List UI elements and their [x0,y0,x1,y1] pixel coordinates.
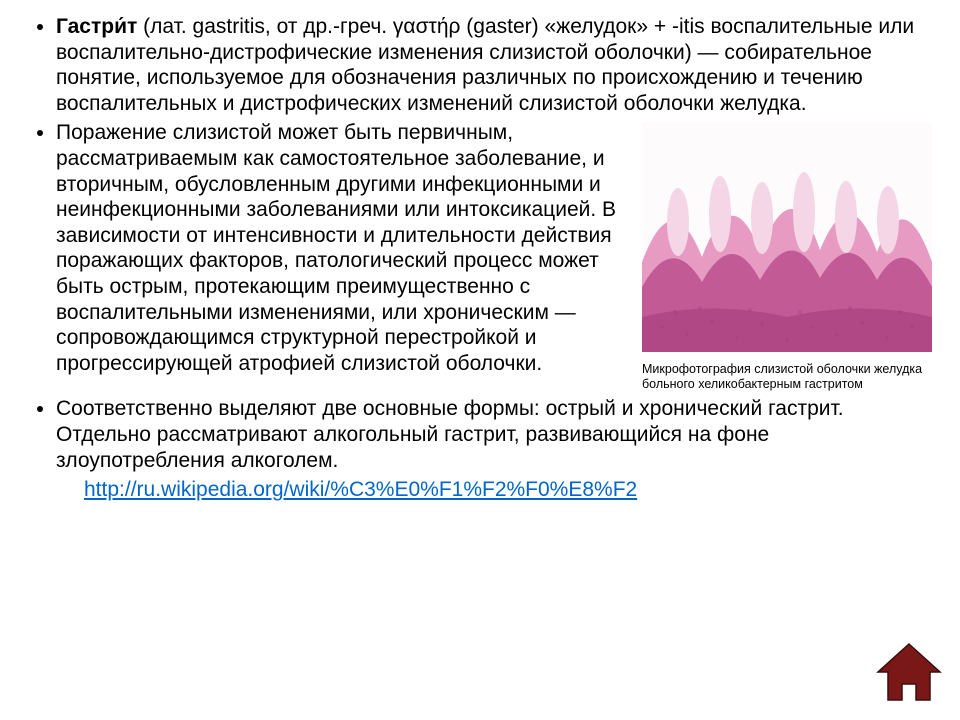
figure-caption: Микрофотография слизистой оболочки желуд… [642,362,932,392]
bullet-pathology: Поражение слизистой может быть первичным… [56,121,616,374]
term-body: (лат. gastritis, от др.-греч. γαστήρ (ga… [56,15,914,115]
home-button[interactable] [874,640,944,704]
term-title: Гастри́т [56,15,137,38]
bullet-forms-text: Соответственно выделяют две основные фор… [56,397,844,471]
home-icon [878,644,940,700]
bullet-definition: Гастри́т (лат. gastritis, от др.-греч. γ… [56,14,932,116]
bullet-forms: Соответственно выделяют две основные фор… [56,396,932,473]
histology-image [642,122,932,352]
bullet-list: Гастри́т (лат. gastritis, от др.-греч. γ… [28,14,932,473]
bullet-row-2: Поражение слизистой может быть первичным… [56,120,932,392]
figure: Микрофотография слизистой оболочки желуд… [642,120,932,392]
slide: Гастри́т (лат. gastritis, от др.-греч. γ… [0,0,960,720]
wikipedia-link[interactable]: http://ru.wikipedia.org/wiki/%C3%E0%F1%F… [84,477,637,503]
